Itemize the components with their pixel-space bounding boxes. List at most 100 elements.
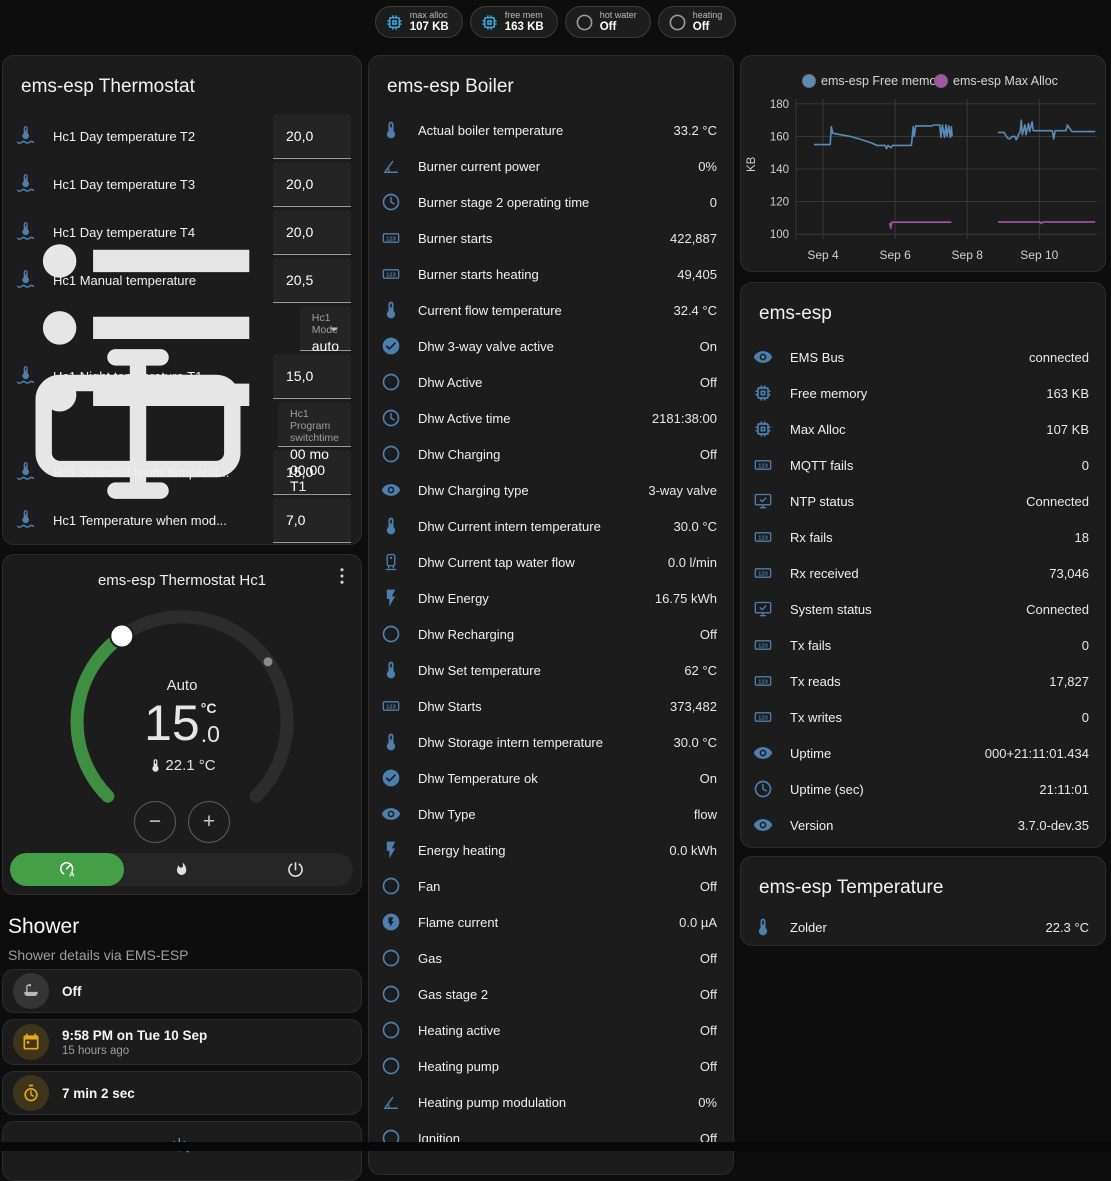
- entity-row[interactable]: Energy heating 0.0 kWh: [369, 832, 733, 868]
- entity-row[interactable]: 123 Rx fails 18: [741, 519, 1105, 555]
- svg-text:123: 123: [386, 704, 396, 710]
- entity-row[interactable]: Dhw Charging Off: [369, 436, 733, 472]
- entity-row[interactable]: Max Alloc 107 KB: [741, 411, 1105, 447]
- shower-detail-card[interactable]: Off: [2, 969, 362, 1013]
- number-input[interactable]: 20,5: [273, 257, 351, 303]
- entity-state: Off: [699, 878, 717, 894]
- entity-row[interactable]: Uptime 000+21:11:01.434: [741, 735, 1105, 771]
- entity-name: Uptime: [790, 745, 832, 761]
- entity-row[interactable]: Dhw Temperature ok On: [369, 760, 733, 796]
- entity-row[interactable]: System status Connected: [741, 591, 1105, 627]
- clock-icon: [381, 192, 401, 212]
- entity-state: 3-way valve: [648, 482, 717, 498]
- number-input[interactable]: 15,0: [273, 353, 351, 399]
- chip-icon: [385, 13, 404, 32]
- entity-row[interactable]: Heating active Off: [369, 1012, 733, 1048]
- mode-select[interactable]: Hc1 Mode auto: [299, 305, 351, 354]
- entity-row[interactable]: Actual boiler temperature 33.2 °C: [369, 112, 733, 148]
- hvac-mode-thermostat-auto-button[interactable]: A: [10, 853, 125, 886]
- entity-row[interactable]: Dhw Type flow: [369, 796, 733, 832]
- entity-name: Uptime (sec): [790, 781, 864, 797]
- entity-row[interactable]: Dhw Set temperature 62 °C: [369, 652, 733, 688]
- entity-row[interactable]: Dhw Recharging Off: [369, 616, 733, 652]
- entity-row[interactable]: Dhw Current tap water flow 0.0 l/min: [369, 544, 733, 580]
- thermometer-water-icon: [15, 461, 36, 483]
- shower-detail-card[interactable]: 7 min 2 sec: [2, 1071, 362, 1115]
- entity-row[interactable]: Dhw Active time 2181:38:00: [369, 400, 733, 436]
- increase-temperature-button[interactable]: +: [188, 801, 230, 843]
- entity-row[interactable]: Heating pump Off: [369, 1048, 733, 1084]
- frost-protect-card[interactable]: [2, 1121, 362, 1181]
- entity-row: Hc1 Day temperature T3 20,0: [3, 160, 361, 208]
- entity-row[interactable]: 123 Dhw Starts 373,482: [369, 688, 733, 724]
- entity-row[interactable]: NTP status Connected: [741, 483, 1105, 519]
- entity-row[interactable]: 123 Burner starts 422,887: [369, 220, 733, 256]
- entity-row[interactable]: Heating pump modulation 0%: [369, 1084, 733, 1120]
- hvac-mode-flame-button[interactable]: [124, 853, 238, 886]
- text-input[interactable]: Hc1 Program switchtime 00 mo 00:00 T1: [278, 401, 351, 494]
- legend-item[interactable]: ems-esp Max Alloc: [934, 74, 1058, 88]
- entity-state: 2181:38:00: [651, 410, 717, 426]
- entity-row[interactable]: Version 3.7.0-dev.35: [741, 807, 1105, 843]
- entity-row[interactable]: 123 Rx received 73,046: [741, 555, 1105, 591]
- svg-text:123: 123: [758, 643, 768, 649]
- shower-detail-card[interactable]: 9:58 PM on Tue 10 Sep 15 hours ago: [2, 1019, 362, 1065]
- badge-max-alloc[interactable]: max alloc 107 KB: [374, 6, 463, 38]
- entity-row[interactable]: 123 MQTT fails 0: [741, 447, 1105, 483]
- badge-value: Off: [599, 20, 617, 33]
- entity-row[interactable]: Uptime (sec) 21:11:01: [741, 771, 1105, 807]
- shower-value: 9:58 PM on Tue 10 Sep: [62, 1027, 208, 1043]
- entity-row[interactable]: Dhw Storage intern temperature 30.0 °C: [369, 724, 733, 760]
- entity-row[interactable]: Ignition Off: [369, 1120, 733, 1156]
- water-heater-icon: [381, 552, 401, 572]
- entity-name: Dhw Storage intern temperature: [418, 734, 603, 750]
- badge-hot-water[interactable]: hot water Off: [564, 6, 651, 38]
- more-options-icon[interactable]: [331, 565, 353, 587]
- entity-row[interactable]: Zolder 22.3 °C: [741, 909, 1105, 945]
- entity-row[interactable]: Flame current 0.0 µA: [369, 904, 733, 940]
- entity-row[interactable]: 123 Tx reads 17,827: [741, 663, 1105, 699]
- number-input[interactable]: 7,0: [273, 497, 351, 543]
- thermometer-water-icon: [15, 509, 36, 531]
- number-input[interactable]: 20,0: [273, 161, 351, 207]
- circle-icon: [381, 876, 401, 896]
- number-input[interactable]: 15,0: [273, 449, 351, 495]
- entity-row[interactable]: Dhw Active Off: [369, 364, 733, 400]
- svg-text:140: 140: [770, 164, 789, 176]
- entity-row: Hc1 Temperature when mod... 7,0: [3, 496, 361, 544]
- entity-row[interactable]: Dhw Charging type 3-way valve: [369, 472, 733, 508]
- decrease-temperature-button[interactable]: −: [134, 801, 176, 843]
- thermostat-dial[interactable]: [62, 602, 302, 842]
- badge-heating[interactable]: heating Off: [657, 6, 737, 38]
- entity-row[interactable]: Burner stage 2 operating time 0: [369, 184, 733, 220]
- entity-row[interactable]: Gas Off: [369, 940, 733, 976]
- entity-row[interactable]: Current flow temperature 32.4 °C: [369, 292, 733, 328]
- hvac-mode-power-button[interactable]: [239, 853, 353, 886]
- card-title: ems-esp: [759, 303, 832, 324]
- entity-row[interactable]: Free memory 163 KB: [741, 375, 1105, 411]
- legend-item[interactable]: ems-esp Free memory: [802, 74, 948, 88]
- number-input[interactable]: 20,0: [273, 113, 351, 159]
- entity-name: Energy heating: [418, 842, 506, 858]
- entity-state: Off: [699, 374, 717, 390]
- entity-row[interactable]: Dhw Energy 16.75 kWh: [369, 580, 733, 616]
- entity-state: 0%: [698, 158, 717, 174]
- entity-row[interactable]: 123 Tx fails 0: [741, 627, 1105, 663]
- entity-row[interactable]: Fan Off: [369, 868, 733, 904]
- entity-row[interactable]: 123 Burner starts heating 49,405: [369, 256, 733, 292]
- entity-row[interactable]: Burner current power 0%: [369, 148, 733, 184]
- entity-row[interactable]: EMS Bus connected: [741, 339, 1105, 375]
- badge-free-mem[interactable]: free mem 163 KB: [469, 6, 558, 38]
- dial-handle[interactable]: [109, 623, 135, 649]
- svg-text:160: 160: [770, 131, 789, 143]
- thermometer-icon: [381, 660, 401, 680]
- entity-row[interactable]: Dhw 3-way valve active On: [369, 328, 733, 364]
- entity-row[interactable]: Dhw Current intern temperature 30.0 °C: [369, 508, 733, 544]
- number-input[interactable]: 20,0: [273, 209, 351, 255]
- entity-name: Max Alloc: [790, 421, 846, 437]
- counter-icon: 123: [753, 563, 773, 583]
- entity-state: On: [699, 338, 717, 354]
- entity-row[interactable]: 123 Tx writes 0: [741, 699, 1105, 735]
- entity-row[interactable]: Gas stage 2 Off: [369, 976, 733, 1012]
- entity-state: 0.0 µA: [679, 914, 717, 930]
